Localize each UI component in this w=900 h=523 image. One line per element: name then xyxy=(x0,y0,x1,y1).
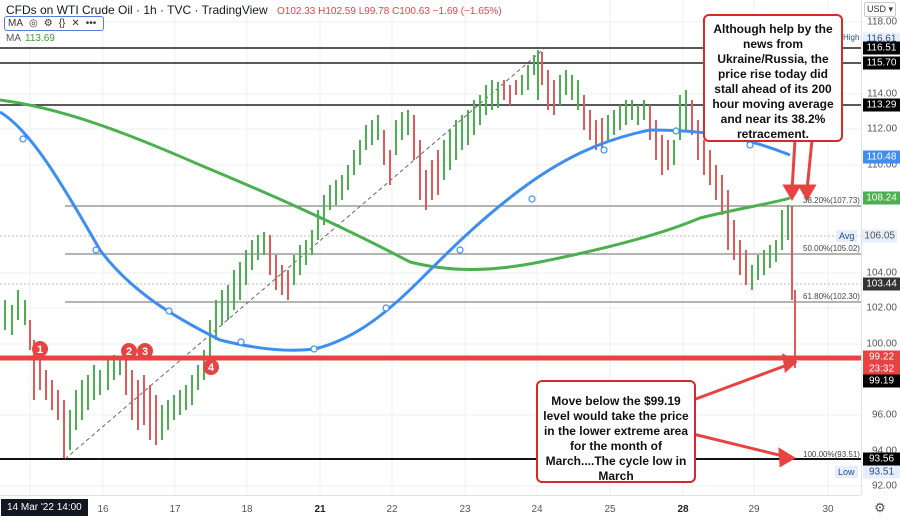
y-tick-avg: 106.05 xyxy=(862,229,897,243)
x-tick: 25 xyxy=(604,504,616,515)
currency-selector[interactable]: USD ▾ xyxy=(864,2,896,17)
settings-icon[interactable]: ⚙ xyxy=(43,18,53,29)
fib-label-50: 50.00%(105.02) xyxy=(803,244,860,253)
y-tick: 110.00 xyxy=(867,159,897,171)
x-tick: 22 xyxy=(386,504,398,515)
gear-icon[interactable]: ⚙ xyxy=(874,500,886,515)
marker-2: 2 xyxy=(126,346,132,358)
y-tick: 118.00 xyxy=(867,16,897,28)
countdown-label: 23:32 xyxy=(863,362,900,376)
source-code-icon[interactable]: {} xyxy=(58,18,66,29)
last-price-label: 99.22 xyxy=(863,350,900,364)
x-tick: 30 xyxy=(822,504,834,515)
ma-legend-label: MA xyxy=(6,33,21,44)
more-icon[interactable]: ••• xyxy=(85,18,97,29)
y-tick: 94.00 xyxy=(871,445,897,457)
x-tick: 23 xyxy=(459,504,471,515)
y-tick: 100.00 xyxy=(866,338,897,350)
price-label: 113.29 xyxy=(863,98,900,112)
marker-1: 1 xyxy=(37,344,43,356)
marker-4: 4 xyxy=(208,362,215,374)
y-tick: 92.00 xyxy=(871,480,897,492)
x-tick: 28 xyxy=(677,504,689,515)
y-tick: 114.00 xyxy=(867,88,897,100)
time-axis[interactable]: 14 Mar '22 14:00 16 17 18 21 22 23 24 25… xyxy=(0,495,861,523)
price-label: 115.70 xyxy=(863,56,900,70)
annotation-bottom: Move below the $99.19 level would take t… xyxy=(536,380,696,483)
high-tag: High xyxy=(843,33,860,42)
cursor-time-label: 14 Mar '22 14:00 xyxy=(1,499,88,516)
y-tick: 102.00 xyxy=(866,302,897,314)
ohlc-values: O102.33 H102.59 L99.78 C100.63 −1.69 (−1… xyxy=(276,6,502,17)
indicator-label: MA xyxy=(8,18,23,29)
avg-tag: Avg xyxy=(836,230,858,242)
eye-icon[interactable]: ◎ xyxy=(29,18,38,29)
x-tick: 18 xyxy=(241,504,253,515)
indicator-toolbar: MA ◎ ⚙ {} ✕ ••• xyxy=(4,16,104,31)
marker-3: 3 xyxy=(142,346,148,358)
fib-label-38: 38.20%(107.73) xyxy=(803,196,860,205)
x-tick: 17 xyxy=(169,504,181,515)
x-tick: 24 xyxy=(531,504,543,515)
y-tick: 104.00 xyxy=(866,267,897,279)
close-icon[interactable]: ✕ xyxy=(71,18,80,29)
y-tick: 96.00 xyxy=(871,409,897,421)
x-tick: 16 xyxy=(97,504,109,515)
ma-green-label: 108.24 xyxy=(863,191,900,205)
ma-legend: MA 113.69 xyxy=(6,33,55,44)
annotation-top: Although help by the news from Ukraine/R… xyxy=(703,14,843,142)
ma-blue-label: 110.48 xyxy=(863,150,900,164)
ma-legend-value: 113.69 xyxy=(25,33,55,44)
price-axis[interactable]: 118.00 114.00 112.00 110.00 106.05 104.0… xyxy=(861,0,900,495)
support-label: 99.19 xyxy=(863,374,900,388)
low-tag: Low xyxy=(835,466,858,478)
chart-title: CFDs on WTI Crude Oil · 1h · TVC · Tradi… xyxy=(6,3,268,17)
price-label: 93.56 xyxy=(863,452,900,466)
price-label: 116.51 xyxy=(863,41,900,55)
x-tick: 29 xyxy=(748,504,760,515)
low-value-label: 93.51 xyxy=(863,465,900,479)
fib-label-61: 61.80%(102.30) xyxy=(803,292,860,301)
fib-label-100: 100.00%(93.51) xyxy=(803,450,860,459)
price-label: 103.44 xyxy=(863,277,900,291)
chart-header: CFDs on WTI Crude Oil · 1h · TVC · Tradi… xyxy=(6,3,502,17)
y-tick: 112.00 xyxy=(867,123,897,135)
x-tick: 21 xyxy=(314,504,326,515)
